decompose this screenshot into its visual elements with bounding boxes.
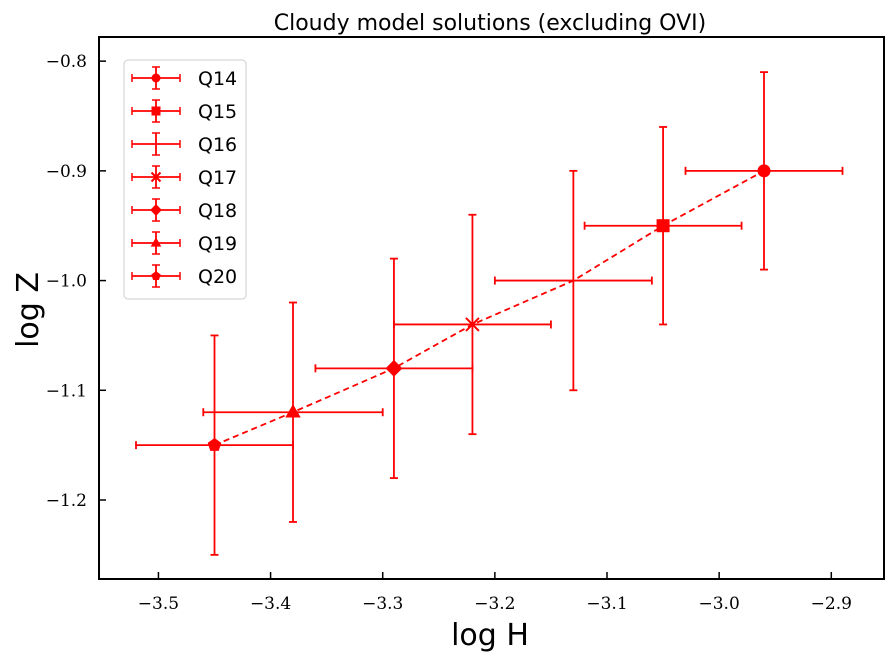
legend-marker-q17 [150,171,162,183]
chart-title: Cloudy model solutions (excluding OVI) [274,11,706,36]
x-tick-label: −3.1 [586,594,627,614]
legend-entry-q20: Q20 [131,264,237,288]
legend-entry-q19: Q19 [131,231,237,255]
legend: Q14 Q15 Q16 Q17 Q18 Q19 Q20 [123,59,247,300]
legend-entry-q15: Q15 [131,99,237,123]
y-tick-label: −0.8 [46,52,87,72]
legend-label-q19: Q19 [198,233,237,255]
data-point-q16 [493,169,653,392]
data-point-q17 [393,213,552,436]
legend-entry-q17: Q17 [131,165,237,189]
data-point-q19 [202,301,384,523]
legend-marker-q18 [150,204,162,216]
data-point-q18 [314,257,474,479]
legend-label-q14: Q14 [198,68,237,90]
x-tick-label: −2.9 [811,594,852,614]
legend-label-q17: Q17 [198,167,237,189]
legend-entry-q14: Q14 [131,66,237,90]
marker-q17-stroke-b [465,317,480,332]
x-tick-label: −3.4 [250,594,291,614]
legend-marker-q19 [150,237,162,247]
legend-label-q18: Q18 [198,200,237,222]
x-tick-label: −3.2 [474,594,515,614]
legend-marker-q15 [151,106,161,116]
legend-label-q20: Q20 [198,266,237,288]
legend-marker-q17-stroke-b [150,171,162,183]
data-point-q20 [135,334,294,556]
y-tick-label: −1.2 [46,491,87,511]
marker-q18 [385,359,403,377]
marker-q15 [656,219,670,233]
legend-label-q15: Q15 [198,101,237,123]
marker-q14 [757,164,771,178]
legend-box [123,59,247,300]
data-point-q14 [684,71,844,271]
marker-q19 [285,404,301,418]
x-tick-label: −3.5 [138,594,179,614]
y-axis-label: log Z [11,272,46,348]
y-tick-label: −1.0 [46,272,87,292]
plot-frame [98,36,885,580]
legend-label-q16: Q16 [198,134,237,156]
plot-area [135,71,844,556]
axis-ticks: −3.5 −3.4 −3.3 −3.2 −3.1 −3.0 −2.9 −1.2 −1.1 −1.0… [46,52,852,614]
marker-q20 [207,438,222,451]
legend-marker-q20 [151,271,161,280]
x-tick-label: −3.0 [699,594,740,614]
x-axis-label: log H [451,618,529,653]
legend-entry-q18: Q18 [131,198,237,222]
marker-q17 [465,317,480,332]
y-tick-label: −0.9 [46,162,87,182]
x-tick-label: −3.3 [362,594,403,614]
data-point-q15 [583,126,743,326]
legend-marker-q14 [151,73,161,83]
legend-entry-q16: Q16 [131,132,237,156]
y-tick-label: −1.1 [46,381,87,401]
